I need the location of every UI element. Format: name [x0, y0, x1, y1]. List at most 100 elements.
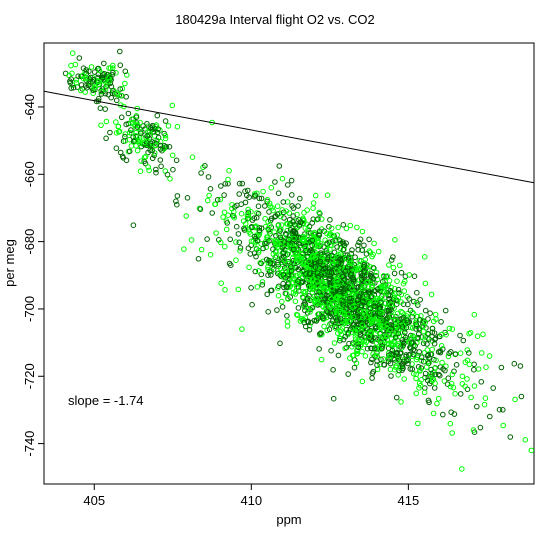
data-point	[297, 195, 303, 202]
data-point	[396, 333, 403, 340]
data-point	[309, 220, 316, 226]
x-axis: 405 410 415	[83, 483, 419, 508]
data-point	[270, 246, 276, 252]
data-point	[291, 235, 297, 242]
data-point	[275, 222, 282, 229]
data-points	[62, 48, 535, 472]
data-point	[198, 246, 205, 253]
data-point	[386, 341, 392, 348]
data-point	[360, 298, 366, 305]
data-point	[161, 146, 167, 152]
data-point	[262, 215, 268, 222]
data-point	[137, 168, 144, 174]
data-point	[113, 97, 120, 104]
data-point	[67, 80, 74, 86]
data-point	[141, 139, 148, 145]
data-point	[382, 334, 389, 341]
data-point	[299, 294, 306, 300]
data-point	[406, 272, 413, 278]
data-point	[429, 325, 436, 332]
data-point	[313, 318, 320, 324]
data-point	[398, 299, 405, 305]
data-point	[462, 383, 468, 390]
data-point	[362, 353, 369, 359]
data-point	[400, 343, 406, 349]
data-point	[366, 248, 373, 254]
data-point	[108, 94, 114, 101]
data-point	[138, 130, 144, 136]
data-point	[306, 327, 313, 333]
data-point	[363, 251, 370, 257]
data-point	[321, 323, 327, 330]
data-point	[76, 55, 83, 61]
data-point	[457, 350, 464, 357]
data-point	[126, 148, 133, 155]
data-point	[134, 124, 141, 130]
data-point	[459, 466, 465, 472]
data-point	[306, 258, 313, 265]
data-point	[422, 280, 429, 287]
data-point	[394, 357, 401, 363]
data-point	[99, 74, 106, 81]
data-point	[351, 352, 357, 359]
data-point	[361, 242, 367, 249]
data-point	[326, 223, 332, 230]
data-point	[478, 350, 485, 356]
data-point	[388, 373, 394, 379]
data-point	[418, 377, 425, 383]
data-point	[398, 399, 404, 405]
data-point	[144, 133, 151, 139]
data-point	[105, 75, 112, 82]
data-point	[144, 121, 150, 127]
data-point	[409, 366, 416, 372]
y-tick-label: -700	[22, 296, 37, 322]
data-point	[239, 180, 246, 187]
data-point	[244, 187, 251, 194]
data-point	[438, 319, 444, 325]
data-point	[395, 372, 402, 378]
data-point	[346, 260, 353, 267]
data-point	[154, 129, 161, 136]
data-point	[244, 212, 251, 219]
data-point	[381, 300, 388, 306]
data-point	[281, 257, 288, 264]
data-point	[360, 285, 366, 292]
data-point	[249, 301, 255, 308]
data-point	[386, 262, 392, 268]
data-point	[326, 302, 333, 308]
data-point	[435, 371, 442, 378]
data-point	[349, 304, 356, 310]
data-point	[457, 332, 463, 339]
data-point	[369, 356, 375, 363]
data-point	[337, 289, 344, 295]
data-point	[70, 84, 77, 91]
data-point	[406, 296, 412, 302]
data-point	[103, 118, 110, 125]
data-point	[80, 65, 87, 71]
data-point	[377, 306, 383, 312]
data-point	[92, 83, 99, 90]
data-point	[349, 285, 355, 292]
data-point	[324, 256, 331, 262]
data-point	[512, 396, 518, 403]
data-point	[262, 240, 268, 247]
data-point	[252, 268, 259, 275]
data-point	[353, 267, 359, 273]
data-point	[432, 311, 439, 318]
data-point	[324, 192, 331, 198]
data-point	[325, 265, 331, 271]
data-point	[396, 367, 402, 374]
data-point	[137, 119, 143, 126]
data-point	[164, 171, 171, 178]
data-point	[233, 257, 239, 264]
data-point	[443, 363, 449, 370]
data-point	[374, 362, 380, 368]
data-point	[309, 237, 316, 244]
data-point	[284, 323, 291, 329]
data-point	[353, 360, 360, 366]
data-point	[373, 352, 379, 359]
data-point	[253, 253, 259, 260]
data-point	[369, 283, 375, 290]
data-point	[222, 243, 228, 250]
data-point	[98, 91, 105, 97]
